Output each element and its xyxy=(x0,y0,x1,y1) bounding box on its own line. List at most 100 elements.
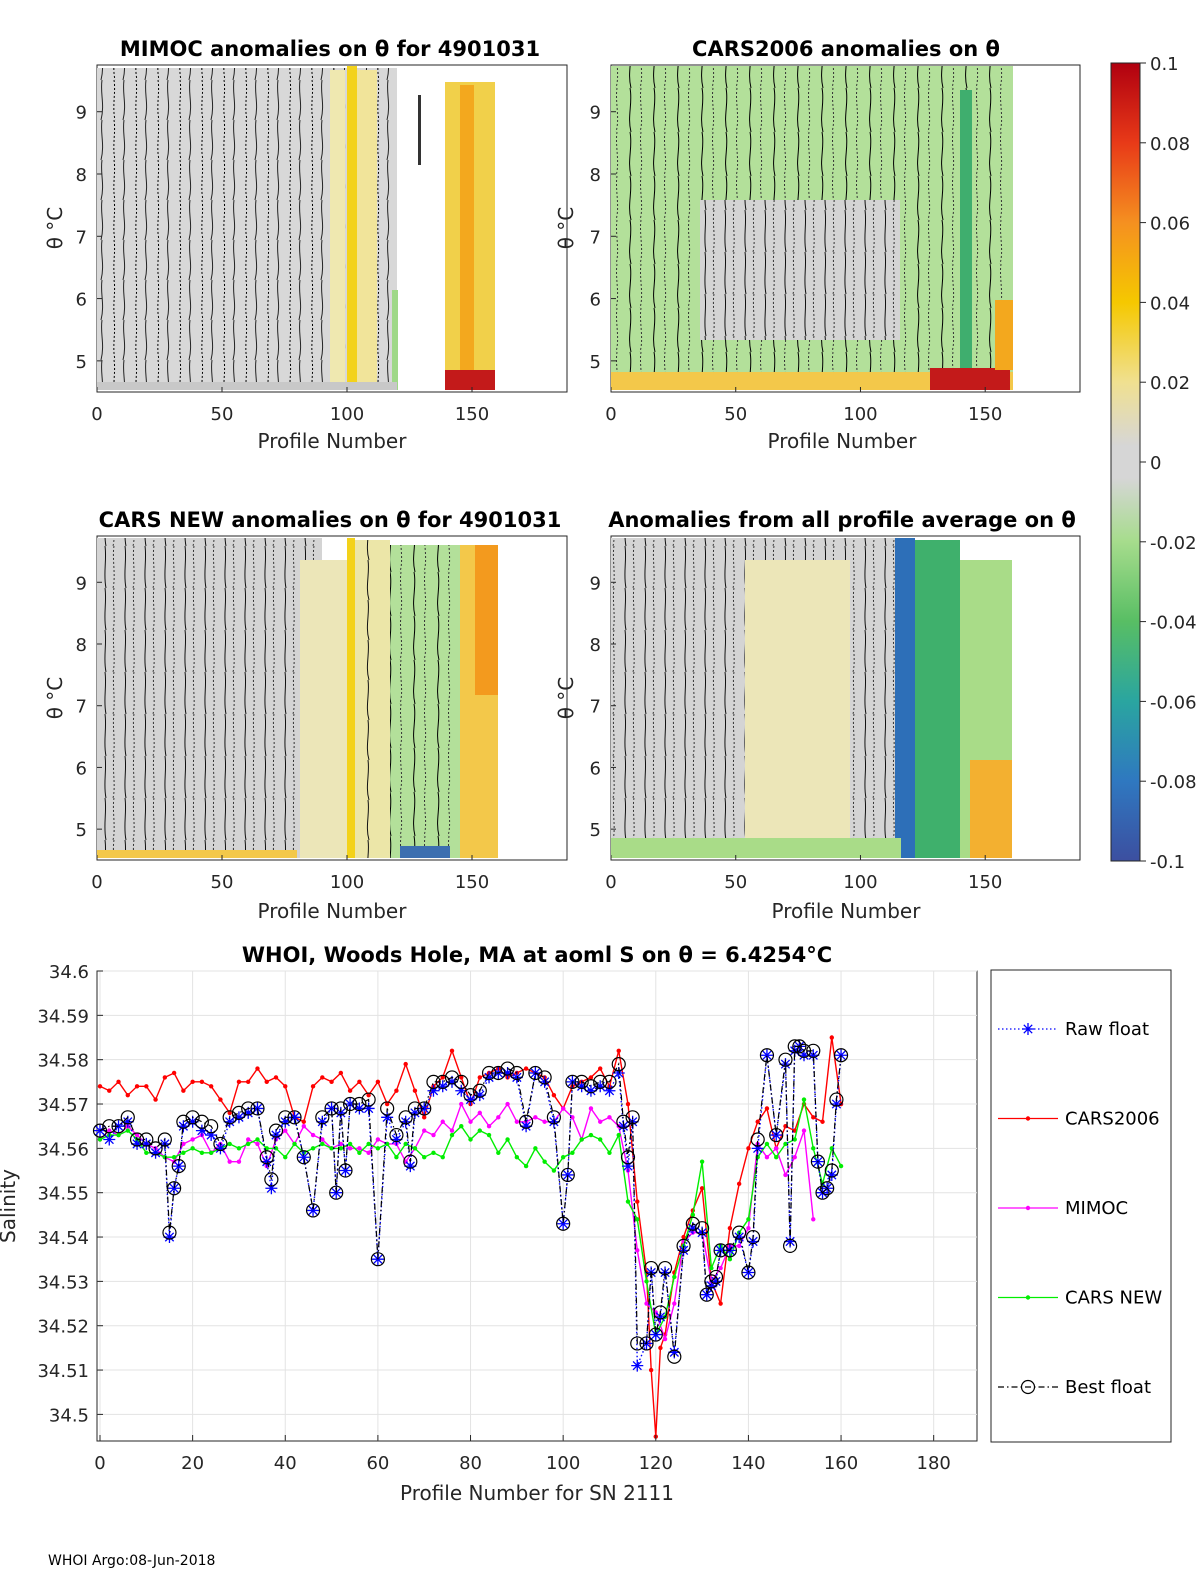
anomaly-band-teal xyxy=(915,540,960,858)
data-point-raw xyxy=(288,1111,301,1124)
data-point-best xyxy=(556,1216,571,1231)
data-point-mimoc xyxy=(533,1115,538,1120)
data-point-cars2006 xyxy=(681,1234,686,1240)
data-point-mimoc xyxy=(598,1119,603,1124)
x-tick-label: 100 xyxy=(546,1453,580,1474)
data-point-carsnew xyxy=(774,1155,779,1160)
data-point-best xyxy=(185,1110,200,1125)
data-point-raw xyxy=(455,1084,468,1097)
data-point-cars2006 xyxy=(171,1070,177,1076)
y-tick-label: 7 xyxy=(590,227,601,248)
data-point-raw xyxy=(186,1115,199,1128)
anomaly-band-yellow xyxy=(347,66,357,390)
data-point-best xyxy=(676,1238,691,1254)
legend-box xyxy=(990,969,1172,1443)
x-ticks: 0 50 100 150 xyxy=(605,387,1002,425)
anomaly-band-red xyxy=(930,368,1010,390)
anomaly-field-yellow xyxy=(355,540,390,858)
data-point-carsnew xyxy=(542,1159,547,1164)
data-point-raw xyxy=(798,1049,810,1062)
legend-label-carsnew: CARS NEW xyxy=(1065,1288,1162,1309)
data-point-best xyxy=(435,1074,450,1089)
data-point-carsnew xyxy=(616,1132,621,1138)
data-point-mimoc xyxy=(514,1119,520,1124)
y-tick-label: 34.59 xyxy=(37,1006,89,1027)
series-best xyxy=(92,1039,849,1364)
data-point-mimoc xyxy=(736,1243,742,1249)
data-point-cars2006 xyxy=(588,1075,594,1080)
data-point-mimoc xyxy=(134,1132,140,1138)
data-point-best xyxy=(454,1074,469,1089)
data-point-cars2006 xyxy=(338,1070,344,1076)
data-point-best xyxy=(120,1110,135,1125)
x-tick-label: 100 xyxy=(330,404,364,425)
data-point-carsnew xyxy=(283,1155,288,1160)
data-point-cars2006 xyxy=(625,1101,631,1107)
y-tick-label: 5 xyxy=(590,352,601,373)
data-point-best xyxy=(759,1048,775,1063)
chart-legend: Raw float CARS2006 MIMOC CARS NEW Best float xyxy=(990,969,1172,1443)
data-point-best xyxy=(139,1132,154,1147)
data-point-cars2006 xyxy=(384,1101,390,1107)
data-point-cars2006 xyxy=(255,1066,260,1071)
data-point-raw xyxy=(473,1089,486,1102)
anomaly-band-blue xyxy=(400,846,450,858)
data-point-raw xyxy=(742,1266,755,1279)
data-point-raw xyxy=(733,1231,746,1244)
data-point-best xyxy=(616,1114,631,1129)
data-point-mimoc xyxy=(440,1119,445,1124)
data-point-carsnew xyxy=(727,1257,733,1262)
y-tick-label: 9 xyxy=(590,103,601,124)
data-point-raw xyxy=(760,1049,773,1062)
data-point-mimoc xyxy=(357,1146,362,1151)
data-point-raw xyxy=(631,1359,644,1372)
data-point-carsnew xyxy=(320,1141,325,1147)
x-ticks: 0 50 100 150 xyxy=(91,387,489,425)
data-point-best xyxy=(750,1132,765,1147)
data-point-cars2006 xyxy=(116,1079,121,1085)
data-point-mimoc xyxy=(320,1137,325,1142)
y-ticks: 5 6 7 8 9 xyxy=(590,103,616,373)
data-point-mimoc xyxy=(477,1110,482,1116)
data-point-best xyxy=(519,1114,534,1129)
colorbar-tick-label: 0.08 xyxy=(1150,134,1190,155)
data-point-raw xyxy=(325,1102,338,1115)
data-point-raw xyxy=(747,1235,760,1248)
data-point-cars2006 xyxy=(366,1092,371,1098)
data-point-best xyxy=(833,1048,849,1063)
data-point-cars2006 xyxy=(125,1092,130,1098)
data-point-cars2006 xyxy=(190,1079,195,1085)
data-point-best xyxy=(250,1101,265,1116)
data-point-best xyxy=(111,1119,126,1134)
data-point-best xyxy=(287,1110,302,1125)
data-point-mimoc xyxy=(792,1155,797,1160)
data-point-cars2006 xyxy=(811,1115,816,1120)
colorbar-tick-label: 0.06 xyxy=(1150,214,1190,235)
data-point-carsnew xyxy=(625,1199,631,1204)
data-point-cars2006 xyxy=(264,1079,269,1085)
data-point-best xyxy=(806,1043,821,1058)
data-point-carsnew xyxy=(97,1137,103,1142)
data-point-best xyxy=(829,1092,844,1107)
legend-marker-mimoc xyxy=(1025,1205,1031,1211)
colorbar-ticks: 0.1 0.08 0.06 0.04 0.02 0 -0.02 -0.04 -0.06 -0.08… xyxy=(1140,54,1197,873)
data-point-raw xyxy=(223,1115,236,1128)
x-ticks: 0 50 100 150 xyxy=(91,855,489,893)
colorbar-tick-label: -0.02 xyxy=(1150,533,1197,554)
data-point-mimoc xyxy=(347,1146,353,1151)
data-point-raw xyxy=(654,1310,667,1323)
data-point-carsnew xyxy=(486,1132,492,1138)
y-tick-label: 7 xyxy=(590,697,601,718)
data-point-raw xyxy=(427,1084,440,1097)
legend-marker-carsnew xyxy=(1025,1295,1031,1300)
x-tick-label: 50 xyxy=(211,404,234,425)
data-point-best xyxy=(352,1096,367,1112)
chart-title: WHOI, Woods Hole, MA at aoml S on θ = 6.… xyxy=(242,943,832,967)
data-point-best xyxy=(745,1229,761,1245)
y-tick-label: 8 xyxy=(590,635,601,656)
legend-label-best: Best float xyxy=(1065,1377,1151,1398)
data-point-raw xyxy=(353,1102,366,1115)
data-point-carsnew xyxy=(181,1150,186,1155)
data-point-mimoc xyxy=(560,1106,566,1111)
